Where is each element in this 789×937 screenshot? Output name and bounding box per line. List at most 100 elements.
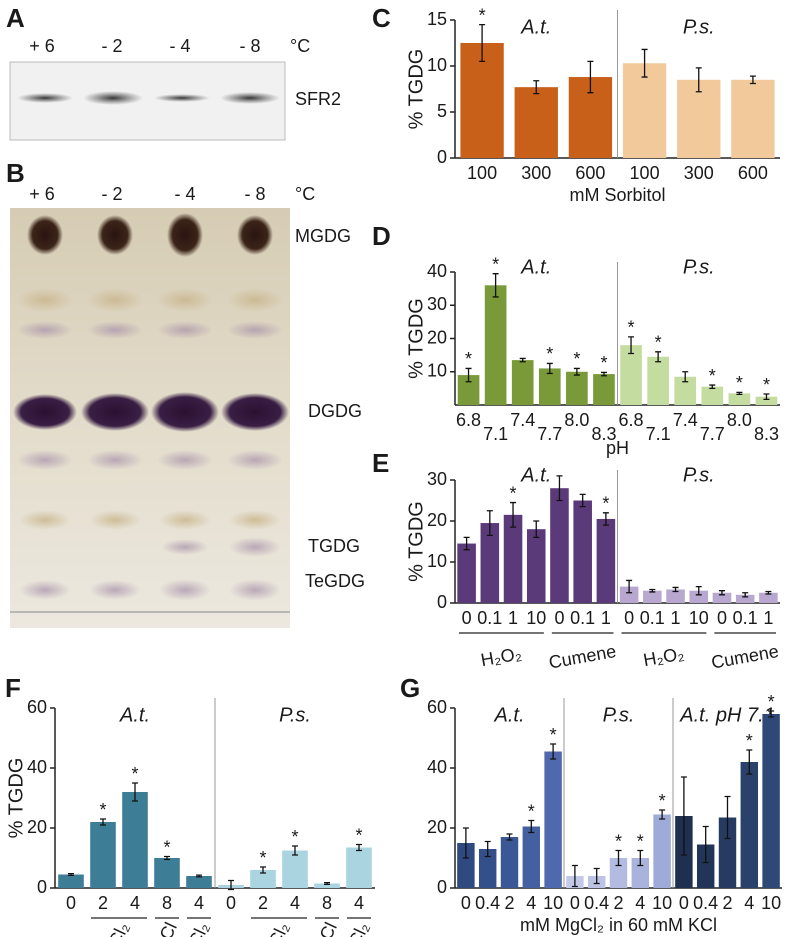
unit-label: °C <box>295 184 315 204</box>
error-bar <box>742 592 749 598</box>
x-tick-label: 1 <box>508 608 518 628</box>
x-tick-label: 7.7 <box>537 424 562 444</box>
error-bar <box>465 367 472 383</box>
x-tick-label: 0.4 <box>584 893 609 913</box>
y-tick-label: 40 <box>427 757 447 777</box>
x-tick-label: 0 <box>462 608 472 628</box>
bar <box>503 514 523 603</box>
y-tick-label: 30 <box>427 294 447 314</box>
bar <box>622 63 667 158</box>
error-bar <box>68 872 74 877</box>
x-tick-label: 10 <box>689 608 709 628</box>
y-tick-label: 60 <box>27 697 47 717</box>
x-tick-label: 1 <box>601 608 611 628</box>
band-label: TeGDG <box>305 571 365 591</box>
error-bar <box>593 867 600 885</box>
x-tick-label: 8.3 <box>754 424 779 444</box>
error-bar <box>718 590 725 596</box>
bar <box>522 826 541 888</box>
y-tick-label: 60 <box>427 697 447 717</box>
y-tick-label: 0 <box>437 592 447 612</box>
significance-mark: * <box>659 791 666 811</box>
error-bar <box>510 501 517 528</box>
condition-label: - 2 <box>101 184 122 204</box>
error-bar <box>506 833 513 841</box>
bar <box>484 285 507 405</box>
error-bar <box>587 60 594 94</box>
bar <box>755 396 778 405</box>
bar <box>544 751 562 888</box>
bar <box>759 592 778 603</box>
error-bar <box>196 874 202 878</box>
band-label: DGDG <box>308 401 362 421</box>
bar <box>631 858 650 888</box>
error-bar <box>164 855 170 861</box>
bar <box>609 858 628 888</box>
bar <box>619 586 639 603</box>
x-tick-label: 8 <box>322 893 332 913</box>
x-tick-label: 4 <box>744 893 754 913</box>
tlc-bands <box>10 213 290 613</box>
bar <box>550 488 569 603</box>
y-tick-label: 10 <box>427 551 447 571</box>
error-bar <box>132 782 138 802</box>
x-tick-label: 0.1 <box>733 608 758 628</box>
x-tick-label: 7.4 <box>510 410 535 430</box>
error-bar <box>724 795 731 840</box>
section-label: KCl <box>151 919 181 937</box>
bar <box>122 792 148 888</box>
error-bar <box>736 391 743 396</box>
error-bar <box>573 367 580 376</box>
bar <box>643 590 662 603</box>
x-tick-label: 0.1 <box>570 608 595 628</box>
significance-mark: * <box>746 731 753 751</box>
group-label: A.t. <box>520 256 551 278</box>
error-bar <box>695 67 702 93</box>
x-tick-label: 7.1 <box>646 424 671 444</box>
condition-label: + 6 <box>29 36 55 56</box>
significance-mark: * <box>546 344 553 364</box>
significance-mark: * <box>573 349 580 369</box>
x-axis-label: pH <box>606 438 629 458</box>
blot-band <box>17 93 73 103</box>
bar <box>346 847 372 888</box>
y-tick-label: 20 <box>27 817 47 837</box>
error-bar <box>463 536 470 551</box>
condition-label: + 6 <box>29 184 55 204</box>
error-bar <box>600 371 607 377</box>
x-tick-label: 8 <box>162 893 172 913</box>
x-tick-label: 2 <box>722 893 732 913</box>
y-axis-label: % TGDG <box>405 298 427 379</box>
bar <box>712 592 732 603</box>
error-bar <box>659 809 666 820</box>
bar <box>596 518 616 603</box>
group-label: P.s. <box>279 704 311 726</box>
x-tick-label: 10 <box>761 893 781 913</box>
significance-mark: * <box>655 333 662 353</box>
x-tick-label: 1 <box>671 608 681 628</box>
bar <box>457 543 476 603</box>
blot-band <box>154 94 210 102</box>
x-tick-label: 10 <box>526 608 546 628</box>
error-bar <box>533 80 540 95</box>
significance-mark: * <box>736 373 743 393</box>
section-label: KCl <box>311 919 341 937</box>
section-label: H₂O₂ <box>479 643 523 670</box>
bar <box>58 874 84 888</box>
y-tick-label: 10 <box>427 361 447 381</box>
x-tick-label: 0 <box>624 608 634 628</box>
y-tick-label: 10 <box>427 55 447 75</box>
error-bar <box>228 879 234 891</box>
bar <box>566 371 588 405</box>
y-tick-label: 20 <box>427 817 447 837</box>
error-bar <box>709 384 716 390</box>
error-bar <box>602 512 609 526</box>
bar <box>511 360 534 405</box>
bar <box>701 386 724 405</box>
condition-label: - 4 <box>169 36 190 56</box>
section-label: Cumene <box>710 641 780 673</box>
group-label: P.s. <box>683 464 715 486</box>
group-label: A.t. <box>520 464 551 486</box>
band-label: SFR2 <box>295 89 341 109</box>
x-tick-label: 2 <box>504 893 514 913</box>
